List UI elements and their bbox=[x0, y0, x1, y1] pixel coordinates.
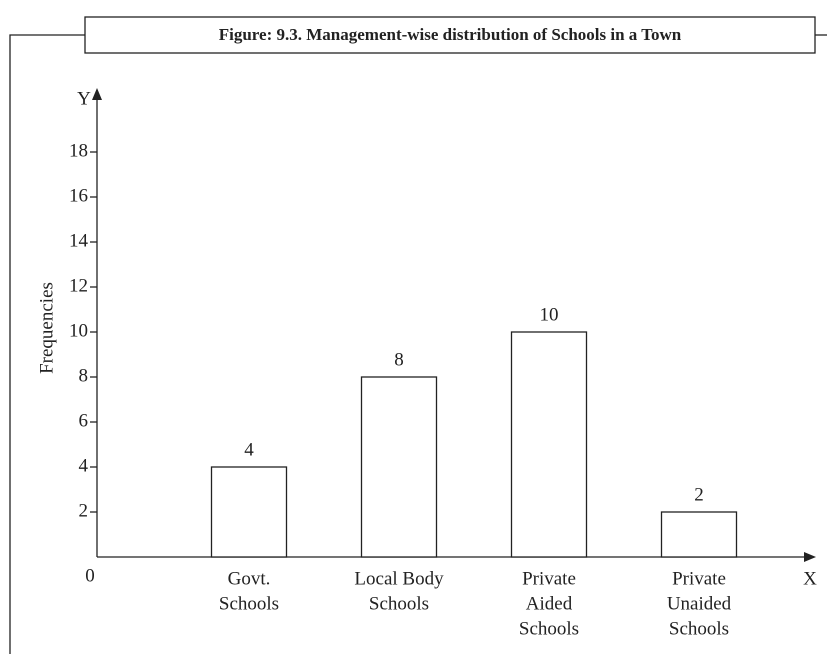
bar bbox=[210, 466, 288, 558]
y-tick-label: 4 bbox=[79, 455, 89, 476]
y-tick-label: 16 bbox=[69, 185, 88, 206]
x-tick-label: Private bbox=[672, 568, 726, 589]
x-tick-label: Schools bbox=[669, 618, 729, 639]
y-tick-label: 6 bbox=[79, 410, 89, 431]
y-tick-label: 18 bbox=[69, 140, 88, 161]
y-tick-label: 14 bbox=[69, 230, 89, 251]
x-tick-label: Aided bbox=[526, 593, 573, 614]
bar bbox=[360, 376, 438, 558]
chart-title: Figure: 9.3. Management-wise distributio… bbox=[219, 25, 682, 44]
y-axis-label: Frequencies bbox=[36, 282, 57, 374]
y-tick-label: 2 bbox=[79, 500, 89, 521]
origin-label: 0 bbox=[85, 565, 95, 586]
x-tick-label: Schools bbox=[369, 593, 429, 614]
bar bbox=[660, 511, 738, 558]
value-label: 4 bbox=[244, 439, 254, 460]
bar bbox=[510, 331, 588, 558]
y-tick-label: 8 bbox=[79, 365, 89, 386]
y-arrow bbox=[92, 88, 102, 100]
x-tick-label: Private bbox=[522, 568, 576, 589]
value-label: 10 bbox=[540, 304, 559, 325]
value-label: 8 bbox=[394, 349, 404, 370]
y-axis-letter: Y bbox=[77, 88, 91, 109]
x-tick-label: Unaided bbox=[667, 593, 732, 614]
value-label: 2 bbox=[694, 484, 704, 505]
x-axis-letter: X bbox=[803, 568, 817, 589]
title-box bbox=[84, 16, 816, 54]
x-tick-label: Schools bbox=[219, 593, 279, 614]
frame bbox=[9, 34, 85, 654]
y-tick-label: 10 bbox=[69, 320, 88, 341]
y-tick-label: 12 bbox=[69, 275, 88, 296]
x-arrow bbox=[804, 552, 816, 562]
x-tick-label: Govt. bbox=[228, 568, 271, 589]
x-tick-label: Schools bbox=[519, 618, 579, 639]
x-tick-label: Local Body bbox=[354, 568, 444, 589]
